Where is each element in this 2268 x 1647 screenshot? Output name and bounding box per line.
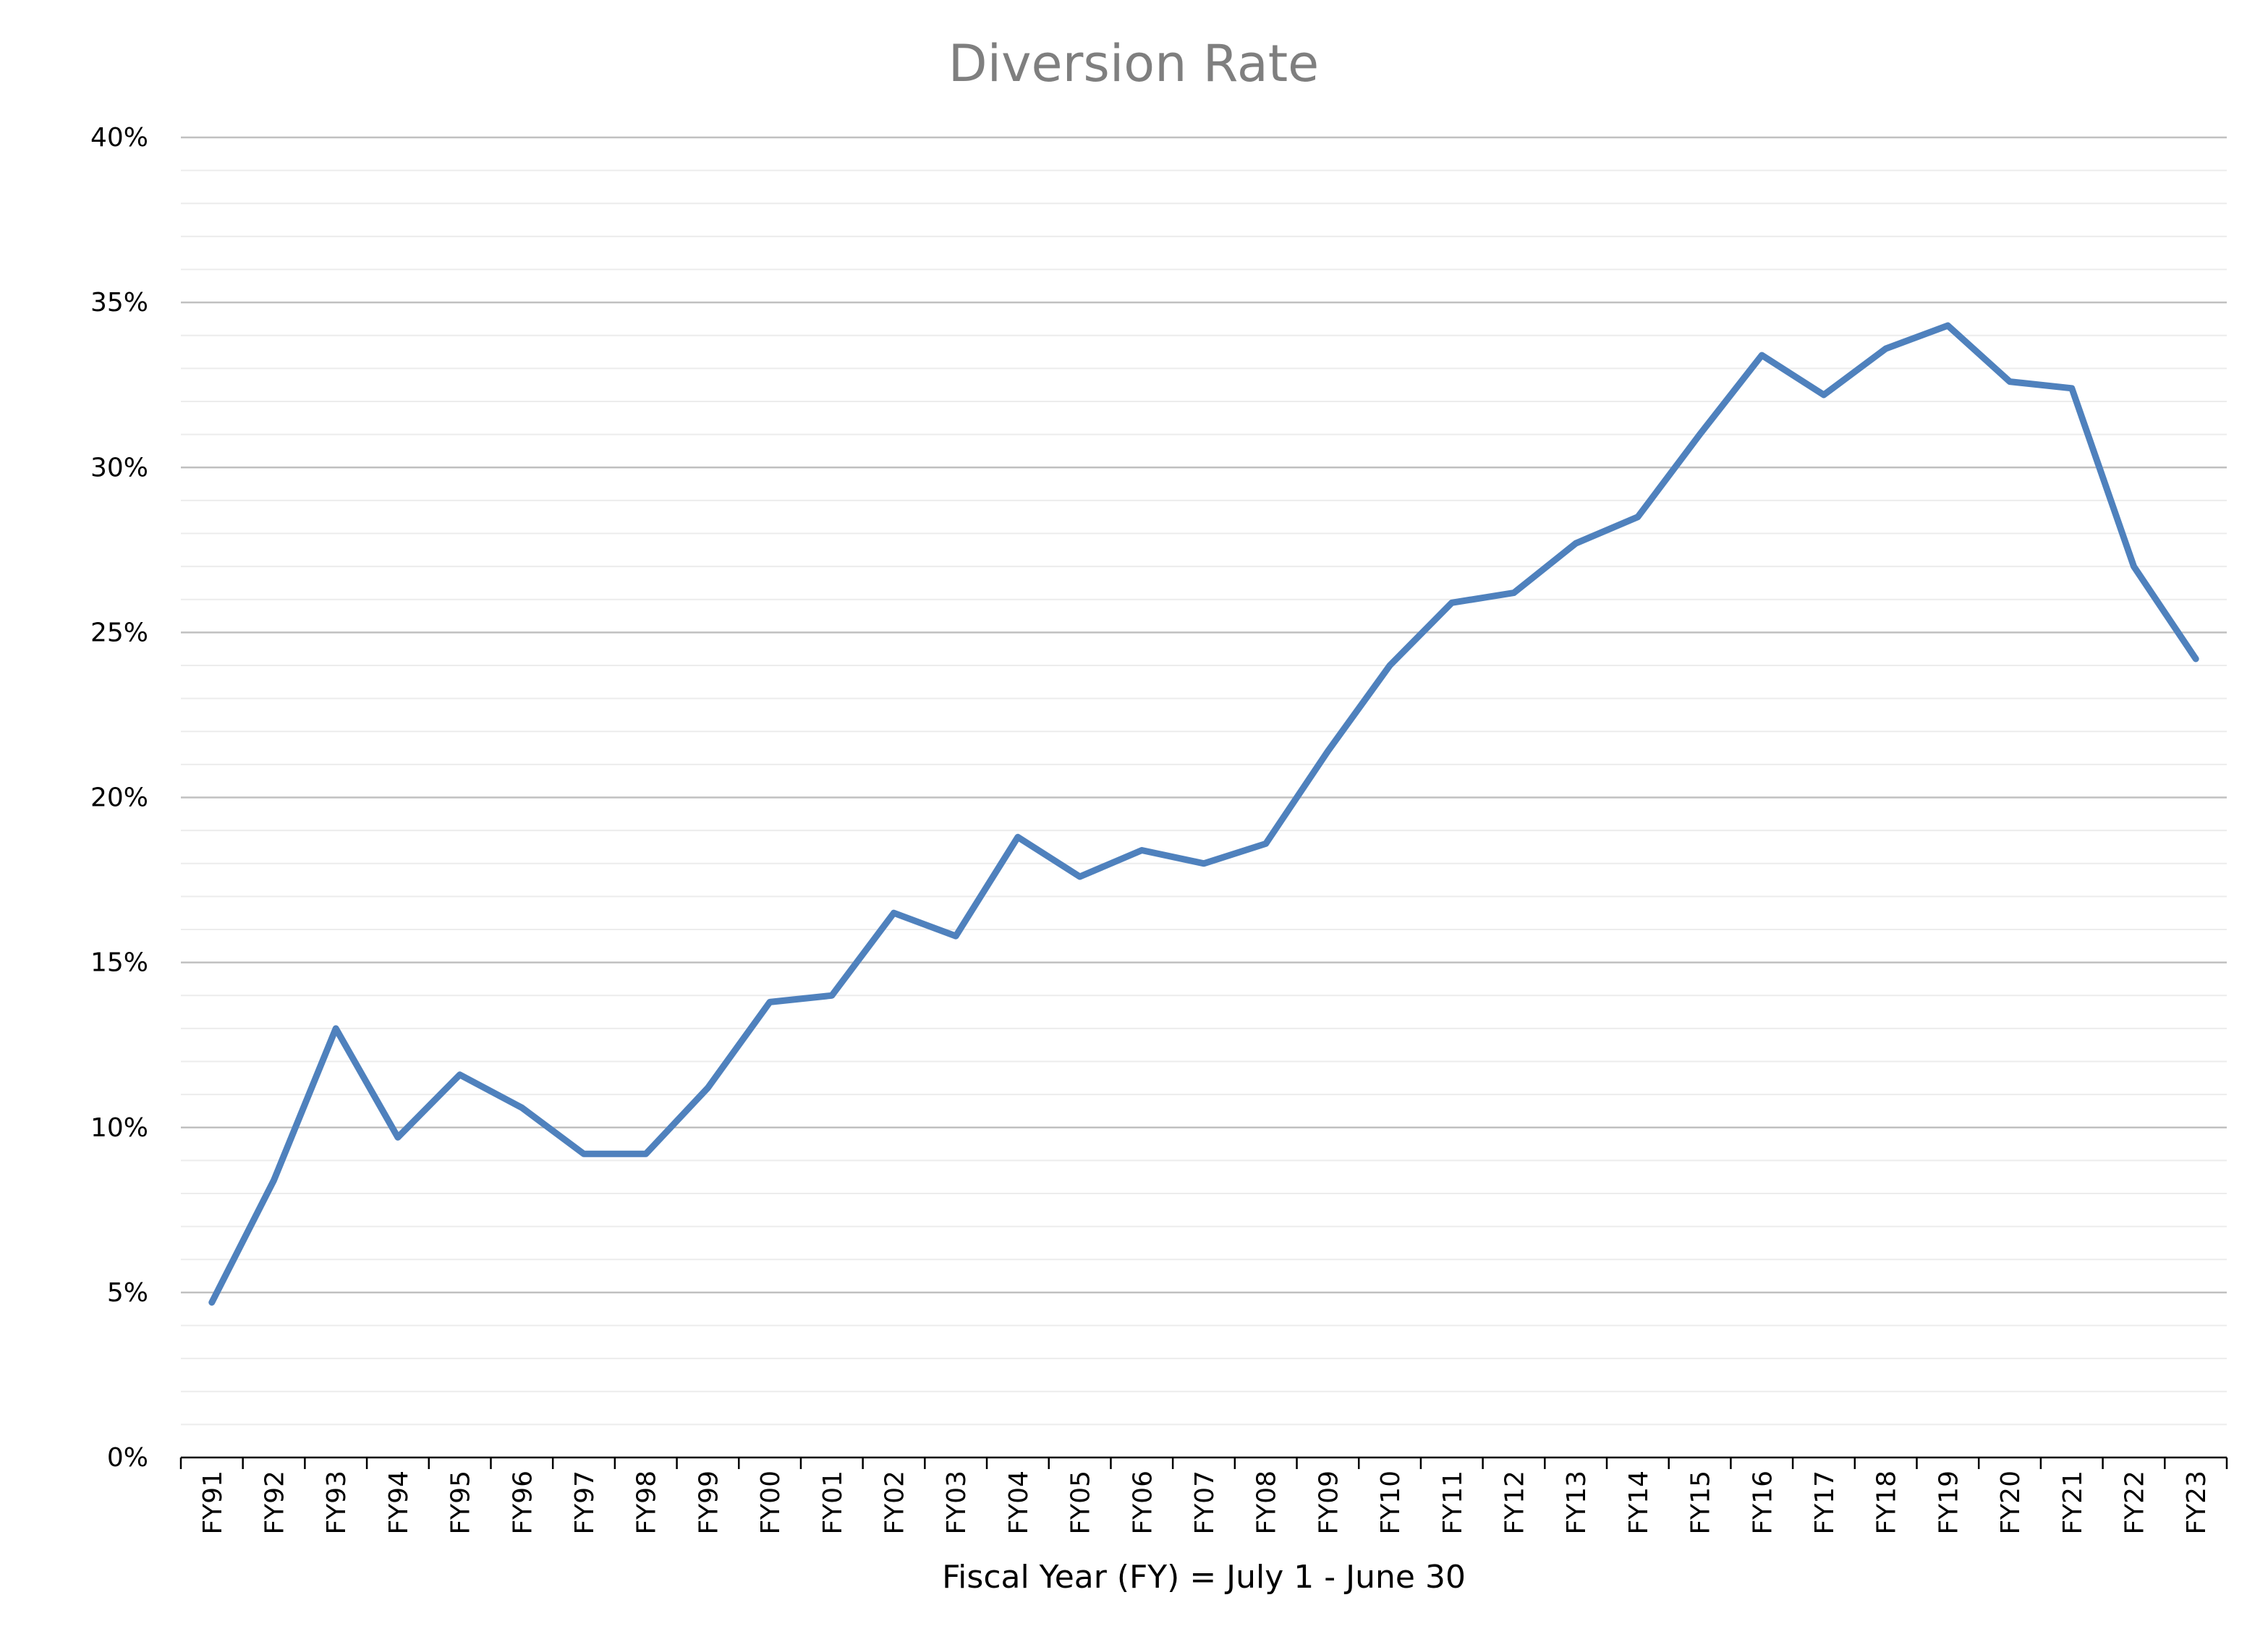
- y-tick-label: 40%: [90, 123, 148, 153]
- x-tick-label: FY07: [1190, 1471, 1220, 1535]
- x-tick-label: FY17: [1810, 1471, 1840, 1535]
- data-point: [1761, 354, 1762, 356]
- data-point: [1823, 394, 1825, 396]
- data-point: [769, 1001, 770, 1003]
- data-point: [1327, 751, 1328, 752]
- major-gridlines: [181, 136, 2227, 1294]
- data-point: [2009, 381, 2010, 383]
- x-tick-label: FY05: [1066, 1471, 1096, 1535]
- y-tick-label: 0%: [107, 1443, 148, 1473]
- data-point: [1079, 876, 1081, 877]
- y-axis-tick-labels: 0% 5% 10% 15% 20% 25% 30% 35% 40%: [90, 123, 148, 1473]
- y-tick-label: 5%: [107, 1278, 148, 1308]
- data-point: [831, 995, 833, 996]
- minor-gridlines: [181, 169, 2227, 1426]
- x-tick-label: FY02: [880, 1471, 910, 1535]
- x-axis-label: Fiscal Year (FY) = July 1 - June 30: [942, 1559, 1466, 1596]
- data-point: [1885, 348, 1887, 349]
- x-tick-label: FY12: [1500, 1471, 1529, 1535]
- x-tick-label: FY03: [942, 1471, 972, 1535]
- x-tick-label: FY96: [508, 1471, 538, 1535]
- data-point: [893, 912, 895, 914]
- series-line-group: [208, 322, 2199, 1306]
- x-tick-label: FY22: [2120, 1471, 2149, 1535]
- data-point: [1699, 434, 1701, 435]
- x-tick-label: FY14: [1624, 1471, 1654, 1535]
- x-tick-label: FY94: [384, 1471, 414, 1535]
- data-point: [2133, 566, 2134, 567]
- y-tick-label: 20%: [90, 783, 148, 813]
- x-tick-label: FY08: [1252, 1471, 1282, 1535]
- data-point: [1017, 836, 1019, 838]
- chart-title: Diversion Rate: [948, 34, 1320, 93]
- data-point: [583, 1153, 585, 1154]
- x-tick-label: FY93: [322, 1471, 352, 1535]
- data-point: [2071, 388, 2073, 389]
- data-point: [521, 1107, 522, 1108]
- x-tick-label: FY10: [1376, 1471, 1406, 1535]
- x-tick-label: FY18: [1872, 1471, 1902, 1535]
- x-tick-label: FY01: [818, 1471, 848, 1535]
- data-point: [1141, 850, 1142, 851]
- y-tick-label: 30%: [90, 453, 148, 482]
- x-axis-tick-labels: FY91 FY92 FY93 FY94 FY95 FY96 FY97 FY98 FY99 FY00…: [198, 1471, 2212, 1535]
- data-point: [1203, 863, 1205, 864]
- data-point: [1947, 325, 1948, 326]
- series-line: [208, 322, 2199, 1306]
- x-tick-label: FY16: [1748, 1471, 1778, 1535]
- data-point: [1389, 665, 1390, 666]
- x-axis: [179, 1456, 2228, 1469]
- x-tick-label: FY98: [632, 1471, 662, 1535]
- x-tick-label: FY15: [1686, 1471, 1716, 1535]
- data-point: [1265, 843, 1267, 844]
- data-point: [1451, 602, 1453, 603]
- data-point: [1637, 516, 1639, 518]
- x-tick-label: FY09: [1314, 1471, 1343, 1535]
- x-tick-label: FY21: [2058, 1471, 2088, 1535]
- data-point: [707, 1087, 708, 1089]
- data-point: [645, 1153, 647, 1154]
- x-tick-label: FY95: [446, 1471, 476, 1535]
- data-point: [397, 1136, 399, 1138]
- x-tick-label: FY99: [694, 1471, 723, 1535]
- data-point: [1575, 542, 1576, 544]
- x-tick-label: FY92: [260, 1471, 290, 1535]
- data-point: [1513, 592, 1514, 594]
- x-tick-label: FY00: [756, 1471, 786, 1535]
- data-point: [211, 1302, 213, 1303]
- data-point: [459, 1074, 461, 1076]
- data-point: [335, 1028, 336, 1029]
- x-tick-label: FY04: [1004, 1471, 1034, 1535]
- x-tick-label: FY20: [1996, 1471, 2026, 1535]
- y-tick-label: 25%: [90, 618, 148, 647]
- x-tick-label: FY97: [570, 1471, 600, 1535]
- y-tick-label: 35%: [90, 288, 148, 318]
- x-tick-label: FY11: [1438, 1471, 1468, 1535]
- y-tick-label: 10%: [90, 1113, 148, 1143]
- data-point: [955, 935, 956, 937]
- data-point: [273, 1180, 275, 1181]
- x-tick-label: FY23: [2182, 1471, 2212, 1535]
- x-tick-label: FY19: [1934, 1471, 1963, 1535]
- x-tick-label: FY91: [198, 1471, 228, 1535]
- y-tick-label: 15%: [90, 948, 148, 978]
- x-tick-label: FY13: [1562, 1471, 1592, 1535]
- data-point: [2195, 658, 2196, 660]
- x-tick-label: FY06: [1128, 1471, 1158, 1535]
